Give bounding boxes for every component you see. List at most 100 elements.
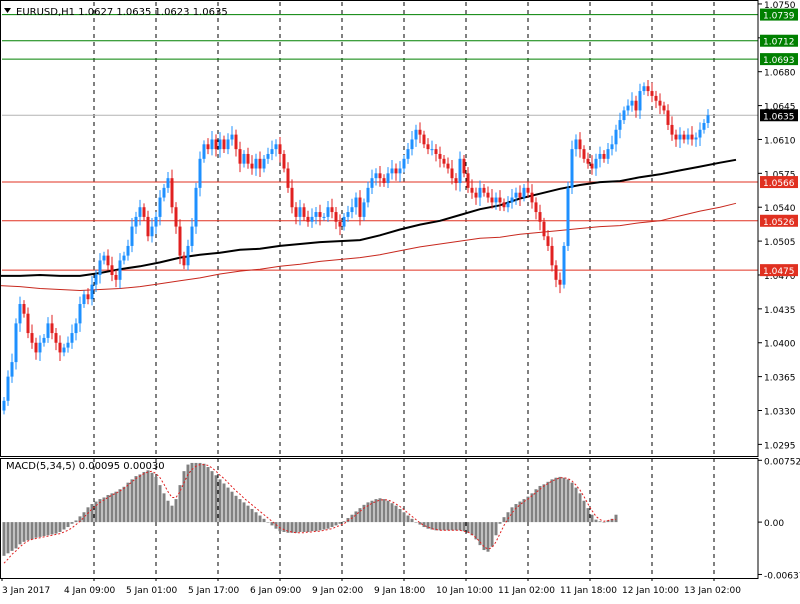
candle-body [346,212,350,217]
candle [198,151,202,197]
y-axis-label: 1.0470 [764,272,796,282]
candle-body [586,158,590,164]
macd-histogram-bar [242,502,246,523]
candle-body [242,153,246,164]
macd-histogram-bar [98,499,102,523]
candle-body [354,197,358,208]
candle-body [10,362,14,377]
candle-body [534,202,538,213]
candle [586,152,590,169]
candle-body [390,168,394,174]
candle-body [694,137,698,140]
macd-histogram-bar [58,522,62,532]
candle-body [22,304,26,314]
macd-histogram-bar [286,522,290,533]
candle [298,199,302,226]
candle [546,230,550,251]
candle-body [646,86,650,92]
macd-histogram-bar [458,522,462,531]
macd-histogram-bar [218,479,222,523]
candle [658,93,662,115]
candle-body [542,221,546,237]
candle [442,154,446,168]
macd-histogram-bar [582,500,586,523]
candle [130,218,134,253]
candle-body [106,255,110,266]
candle [142,203,146,221]
macd-histogram-bar [574,487,578,523]
macd-histogram-bar [490,522,494,547]
candle [690,126,694,146]
candle [482,183,486,197]
macd-histogram-bar [598,521,602,523]
y-axis-label: 1.0610 [764,136,796,146]
candle-body [558,279,562,285]
candle [570,140,574,195]
candle-body [174,207,178,227]
macd-histogram-bar [470,522,474,536]
macd-histogram-bar [266,522,270,523]
candle [362,198,366,221]
x-axis-label: 11 Jan 02:00 [498,586,555,596]
candle [254,153,258,176]
level-price-tag[interactable] [760,214,798,227]
macd-histogram-bar [334,522,338,526]
macd-histogram-bar [154,476,158,523]
level-price-tag[interactable] [760,34,798,47]
candle [306,210,310,227]
candle-body [86,294,90,300]
candle [490,189,494,209]
candle [146,210,150,242]
candle-body [34,342,38,353]
level-price-label: 1.0475 [763,267,795,277]
candle [54,328,58,351]
candle-body [466,173,470,188]
macd-histogram-bar [570,482,574,523]
candle-body [94,274,98,285]
candle-body [166,178,170,188]
candle [510,189,514,209]
candle [30,324,34,349]
candle-body [258,158,262,169]
macd-panel-frame [0,458,759,579]
macd-histogram-bar [118,489,122,523]
candle-body [510,197,514,203]
candle-body [366,187,370,203]
dropdown-arrow-icon[interactable] [4,8,11,13]
macd-histogram-bar [206,467,210,523]
candle [42,334,46,347]
candle-body [6,376,10,401]
candle-body [518,192,522,198]
candle [346,205,350,222]
macd-histogram-bar [150,472,154,523]
candle [110,256,114,282]
macd-histogram-bar [366,502,370,523]
candle [322,213,326,221]
candle-body [210,139,214,150]
level-price-tag[interactable] [760,176,798,189]
candle-body [302,207,306,217]
level-price-tag[interactable] [760,264,798,277]
candle-body [498,197,502,203]
macd-histogram-bar [94,501,98,523]
macd-histogram-bar [378,498,382,523]
macd-histogram-bar [254,512,258,523]
candle [214,134,218,157]
candle-body [342,216,346,227]
candle [694,132,698,147]
x-axis-label: 12 Jan 10:00 [622,586,679,596]
macd-histogram-bar [542,484,546,523]
candle [338,214,342,236]
macd-histogram-bar [106,494,110,523]
macd-histogram-bar [510,507,514,523]
candle-body [610,144,614,150]
candle-body [294,207,298,217]
macd-histogram-bar [558,476,562,523]
macd-histogram-bar [190,462,194,523]
level-price-tag[interactable] [760,53,798,66]
level-price-tag[interactable] [760,8,798,21]
candle [522,183,526,202]
candle-body [30,333,34,343]
